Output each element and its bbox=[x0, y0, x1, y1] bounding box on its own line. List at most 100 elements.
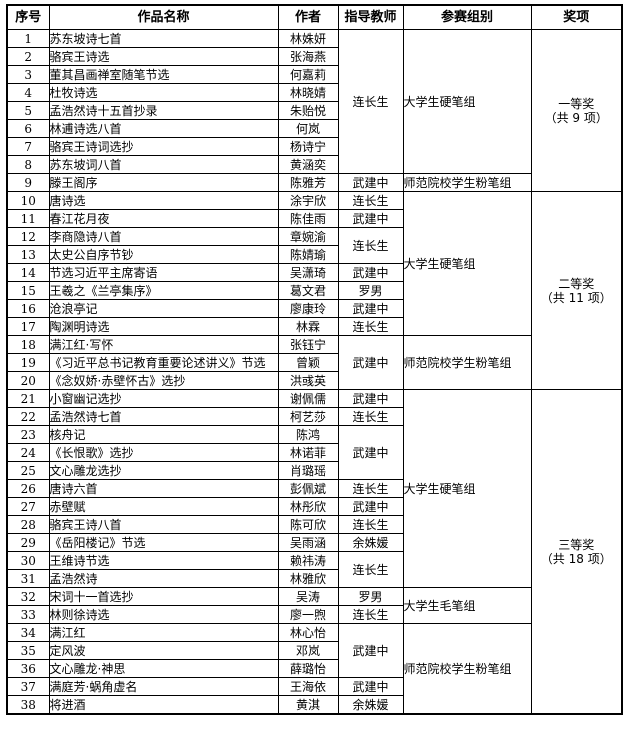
teacher-cell: 连长生 bbox=[337, 317, 404, 336]
award-label: 一等奖 bbox=[558, 96, 595, 111]
author-cell: 吴雨涵 bbox=[277, 533, 339, 552]
header-teacher: 指导教师 bbox=[337, 4, 404, 30]
teacher-cell: 连长生 bbox=[337, 407, 404, 426]
title-cell: 节选习近平主席寄语 bbox=[48, 263, 279, 282]
table-row: 32 宋词十一首选抄 吴涛 罗男 大学生毛笔组 bbox=[6, 587, 622, 624]
seq-cell: 2 bbox=[6, 47, 50, 66]
seq-cell: 15 bbox=[6, 281, 50, 300]
table-row: 2 骆宾王诗选 张海燕 bbox=[6, 47, 622, 66]
group-cell: 大学生硬笔组 bbox=[402, 389, 532, 588]
author-cell: 洪彧英 bbox=[277, 371, 339, 390]
title-cell: 《念奴娇·赤壁怀古》选抄 bbox=[48, 371, 279, 390]
title-cell: 满庭芳·蜗角虚名 bbox=[48, 677, 279, 696]
author-cell: 陈婧瑜 bbox=[277, 245, 339, 264]
teacher-cell: 罗男 bbox=[337, 587, 404, 606]
author-cell: 章婉渝 bbox=[277, 227, 339, 246]
author-cell: 杨诗宁 bbox=[277, 137, 339, 156]
title-cell: 《岳阳楼记》节选 bbox=[48, 533, 279, 552]
header-award: 奖项 bbox=[530, 4, 623, 30]
author-cell: 曾颖 bbox=[277, 353, 339, 372]
table-row: 31 孟浩然诗 林雅欣 bbox=[6, 569, 622, 588]
table-row: 16 沧浪亭记 廖康玲 武建中 bbox=[6, 299, 622, 318]
author-cell: 陈可欣 bbox=[277, 515, 339, 534]
title-cell: 《习近平总书记教育重要论述讲义》节选 bbox=[48, 353, 279, 372]
group-cell: 师范院校学生粉笔组 bbox=[402, 335, 532, 390]
title-cell: 太史公自序节钞 bbox=[48, 245, 279, 264]
teacher-cell: 武建中 bbox=[337, 623, 404, 678]
award-count: （共 18 项） bbox=[540, 551, 612, 566]
teacher-cell: 武建中 bbox=[337, 263, 404, 282]
title-cell: 《长恨歌》选抄 bbox=[48, 443, 279, 462]
title-cell: 林则徐诗选 bbox=[48, 605, 279, 624]
seq-cell: 30 bbox=[6, 551, 50, 570]
table-row: 6 林逋诗选八首 何岚 bbox=[6, 119, 622, 138]
teacher-cell: 武建中 bbox=[337, 677, 404, 696]
seq-cell: 33 bbox=[6, 605, 50, 624]
title-cell: 核舟记 bbox=[48, 425, 279, 444]
seq-cell: 31 bbox=[6, 569, 50, 588]
table-row: 1 苏东坡诗七首 林姝妍 连长生 大学生硬笔组 一等奖 （共 9 项） bbox=[6, 29, 623, 192]
teacher-cell: 连长生 bbox=[337, 29, 404, 174]
group-cell: 师范院校学生粉笔组 bbox=[402, 623, 532, 715]
table-row: 18 满江红·写怀 张钰宁 武建中 师范院校学生粉笔组 bbox=[6, 335, 622, 390]
seq-cell: 27 bbox=[6, 497, 50, 516]
author-cell: 陈鸿 bbox=[277, 425, 339, 444]
teacher-cell: 连长生 bbox=[337, 515, 404, 534]
author-cell: 谢佩儒 bbox=[277, 389, 339, 408]
seq-cell: 5 bbox=[6, 101, 50, 120]
table-row: 28 骆宾王诗八首 陈可欣 连长生 bbox=[6, 515, 622, 534]
table-row: 27 赤壁赋 林彤欣 武建中 bbox=[6, 497, 622, 516]
title-cell: 定风波 bbox=[48, 641, 279, 660]
award-label: 三等奖 bbox=[558, 537, 595, 552]
award-results-table: 序号 作品名称 作者 指导教师 参赛组别 奖项 1 苏东坡诗七首 林姝妍 连长生 大学生… bbox=[6, 4, 623, 715]
table-row: 34 满江红 林心怡 武建中 师范院校学生粉笔组 bbox=[6, 623, 622, 715]
author-cell: 林姝妍 bbox=[277, 29, 339, 48]
table-row: 21 小窗幽记选抄 谢佩儒 武建中 大学生硬笔组 三等奖 （共 18 项） bbox=[6, 389, 623, 715]
author-cell: 陈雅芳 bbox=[277, 173, 339, 192]
seq-cell: 12 bbox=[6, 227, 50, 246]
header-author: 作者 bbox=[277, 4, 339, 30]
seq-cell: 38 bbox=[6, 695, 50, 715]
table-row: 7 骆宾王诗词选抄 杨诗宁 bbox=[6, 137, 622, 156]
author-cell: 黄淇 bbox=[277, 695, 339, 715]
header-title: 作品名称 bbox=[48, 4, 279, 30]
table-row: 11 春江花月夜 陈佳雨 武建中 bbox=[6, 209, 622, 228]
seq-cell: 25 bbox=[6, 461, 50, 480]
author-cell: 赖祎涛 bbox=[277, 551, 339, 570]
table-row: 20 《念奴娇·赤壁怀古》选抄 洪彧英 bbox=[6, 371, 622, 390]
seq-cell: 23 bbox=[6, 425, 50, 444]
seq-cell: 14 bbox=[6, 263, 50, 282]
title-cell: 苏东坡词八首 bbox=[48, 155, 279, 174]
title-cell: 李商隐诗八首 bbox=[48, 227, 279, 246]
teacher-cell: 余姝媛 bbox=[337, 695, 404, 715]
author-cell: 葛文君 bbox=[277, 281, 339, 300]
seq-cell: 6 bbox=[6, 119, 50, 138]
award-results-table-container: 序号 作品名称 作者 指导教师 参赛组别 奖项 1 苏东坡诗七首 林姝妍 连长生 大学生… bbox=[6, 4, 623, 715]
table-row: 38 将进酒 黄淇 余姝媛 bbox=[6, 695, 622, 715]
table-row: 26 唐诗六首 彭佩斌 连长生 bbox=[6, 479, 622, 498]
title-cell: 唐诗六首 bbox=[48, 479, 279, 498]
table-row: 33 林则徐诗选 廖一煦 连长生 bbox=[6, 605, 622, 624]
seq-cell: 20 bbox=[6, 371, 50, 390]
seq-cell: 29 bbox=[6, 533, 50, 552]
author-cell: 黄涵奕 bbox=[277, 155, 339, 174]
author-cell: 涂宇欣 bbox=[277, 191, 339, 210]
seq-cell: 37 bbox=[6, 677, 50, 696]
table-row: 22 孟浩然诗七首 柯艺莎 连长生 bbox=[6, 407, 622, 426]
header-group: 参赛组别 bbox=[402, 4, 532, 30]
seq-cell: 28 bbox=[6, 515, 50, 534]
teacher-cell: 罗男 bbox=[337, 281, 404, 300]
title-cell: 孟浩然诗七首 bbox=[48, 407, 279, 426]
title-cell: 王羲之《兰亭集序》 bbox=[48, 281, 279, 300]
table-row: 35 定风波 邓岚 bbox=[6, 641, 622, 660]
award-cell: 二等奖 （共 11 项） bbox=[530, 191, 623, 390]
award-cell: 一等奖 （共 9 项） bbox=[530, 29, 623, 192]
table-row: 25 文心雕龙选抄 肖璐瑶 bbox=[6, 461, 622, 480]
author-cell: 王海依 bbox=[277, 677, 339, 696]
author-cell: 林心怡 bbox=[277, 623, 339, 642]
title-cell: 孟浩然诗 bbox=[48, 569, 279, 588]
author-cell: 林霖 bbox=[277, 317, 339, 336]
author-cell: 廖康玲 bbox=[277, 299, 339, 318]
header-row: 序号 作品名称 作者 指导教师 参赛组别 奖项 bbox=[6, 4, 623, 30]
title-cell: 董其昌画禅室随笔节选 bbox=[48, 65, 279, 84]
